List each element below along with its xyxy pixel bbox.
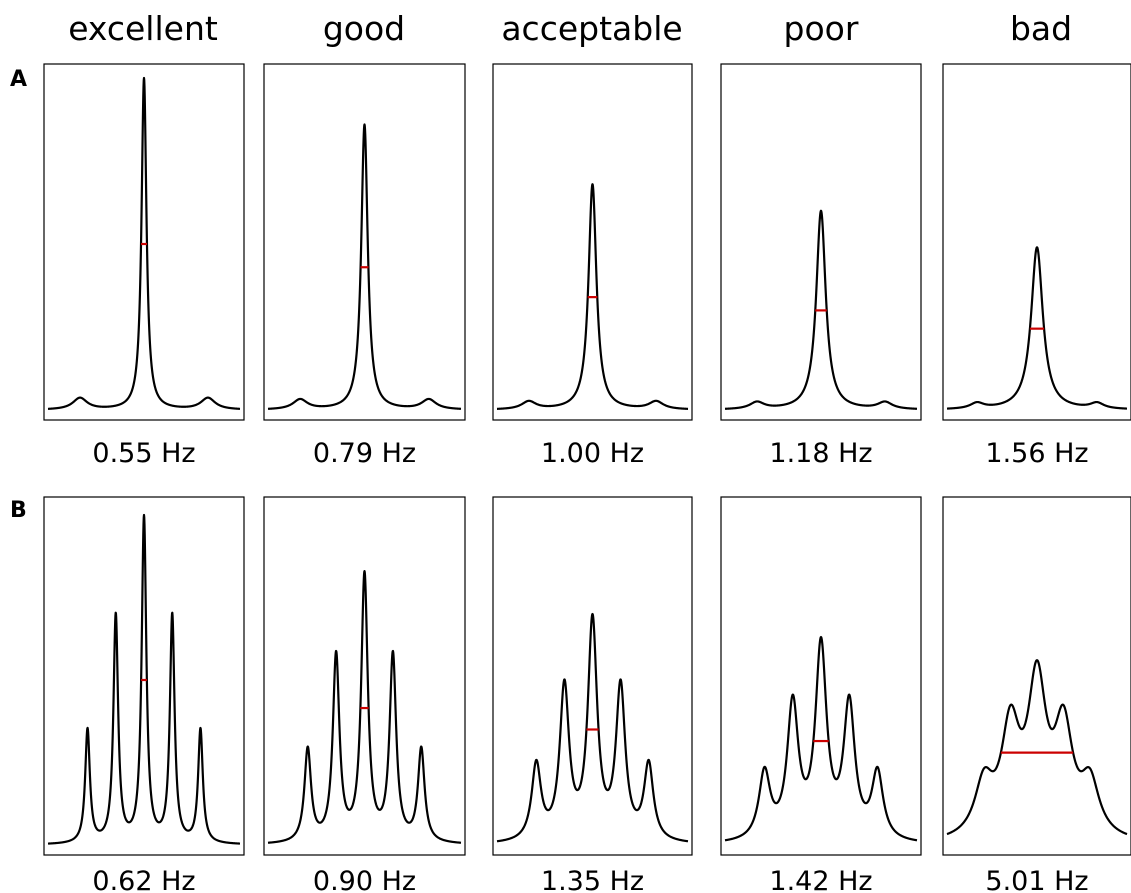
spectrum-line-b-4: [724, 636, 918, 842]
linewidth-label-a-1: 0.55 Hz: [92, 438, 195, 469]
spectrum-line-a-3: [496, 183, 689, 410]
row-label-a: A: [10, 67, 27, 92]
spectrum-line-a-2: [267, 123, 462, 410]
row-label-b: B: [10, 498, 27, 523]
spectrum-line-a-4: [724, 209, 918, 410]
column-titles: excellent good acceptable poor bad: [68, 9, 1072, 48]
linewidth-label-b-1: 0.62 Hz: [92, 866, 195, 893]
panel-frame-a-4: [720, 63, 922, 421]
panel-frame-b-3: [492, 496, 693, 856]
panel-frame-b-5: [942, 496, 1131, 856]
linewidth-label-b-3: 1.35 Hz: [541, 866, 644, 893]
spectrum-line-b-1: [47, 513, 241, 845]
linewidth-label-b-2: 0.90 Hz: [313, 866, 416, 893]
spectrum-line-b-5: [946, 659, 1128, 836]
spectrum-line-b-2: [267, 570, 462, 844]
linewidth-label-a-5: 1.56 Hz: [985, 438, 1088, 469]
panel-frame-b-2: [263, 496, 466, 856]
spectrum-line-a-5: [946, 246, 1128, 410]
column-title-excellent: excellent: [68, 9, 218, 48]
spectrum-line-b-3: [496, 612, 689, 843]
panel-frame-a-2: [263, 63, 466, 421]
linewidth-label-b-5: 5.01 Hz: [985, 866, 1088, 893]
column-title-bad: bad: [1010, 9, 1072, 48]
panel-frame-a-1: [43, 63, 245, 421]
panel-frame-a-3: [492, 63, 693, 421]
spectrum-panels: 0.55 Hz 0.79 Hz 1.00 Hz 1.18 Hz 1.56 Hz 0.62 …: [43, 63, 1131, 893]
linewidth-label-b-4: 1.42 Hz: [769, 866, 872, 893]
linewidth-label-a-3: 1.00 Hz: [541, 438, 644, 469]
panel-frame-b-4: [720, 496, 922, 856]
spectrum-line-a-1: [47, 76, 241, 410]
linewidth-label-a-2: 0.79 Hz: [313, 438, 416, 469]
panel-frame-a-5: [942, 63, 1131, 421]
column-title-good: good: [323, 9, 405, 48]
column-title-acceptable: acceptable: [501, 9, 682, 48]
column-title-poor: poor: [784, 9, 859, 48]
linewidth-label-a-4: 1.18 Hz: [769, 438, 872, 469]
